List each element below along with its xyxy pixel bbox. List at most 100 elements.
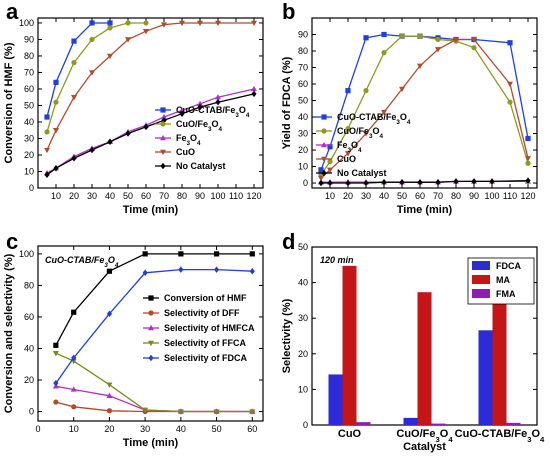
legend-entry: Selectivity of FDCA	[164, 353, 248, 363]
panel-letter: d	[282, 229, 295, 254]
legend-marker	[160, 162, 166, 170]
y-tick-label: 10	[24, 166, 34, 176]
data-point	[213, 251, 220, 257]
data-point	[381, 31, 387, 38]
data-point	[143, 28, 149, 35]
data-point	[53, 379, 59, 387]
data-point	[251, 20, 257, 27]
data-point	[178, 266, 184, 273]
data-point	[52, 350, 59, 357]
legend-entry: CuO/Fe3O4	[176, 119, 223, 133]
legend-marker	[321, 156, 327, 163]
legend-marker	[160, 107, 166, 113]
y-axis-label: Conversion and selectivity (%)	[3, 253, 15, 413]
category-label: CuO-CTAB/Fe3O4	[455, 428, 545, 444]
y-tick-label: 40	[24, 343, 34, 353]
data-point	[318, 175, 324, 182]
series-line	[46, 93, 255, 176]
x-axis-label: Time (min)	[123, 437, 179, 449]
y-tick-label: 90	[298, 30, 308, 40]
series-3	[44, 20, 257, 154]
data-point	[489, 178, 495, 185]
data-point	[71, 38, 77, 44]
legend-entry: MA	[496, 275, 510, 285]
data-point	[399, 33, 405, 39]
data-point	[215, 94, 221, 100]
bar-fdca	[403, 417, 418, 425]
data-point	[215, 20, 221, 27]
y-axis-label: Yield of FDCA (%)	[281, 56, 293, 149]
data-point	[318, 167, 324, 173]
data-point	[507, 81, 513, 88]
data-point	[142, 269, 148, 277]
data-point	[345, 88, 351, 94]
legend-marker	[148, 324, 154, 331]
data-point	[417, 63, 423, 69]
data-point	[327, 144, 333, 150]
y-tick-label: 40	[298, 278, 308, 288]
bar-ma	[342, 265, 357, 425]
data-point	[318, 179, 324, 187]
y-tick-label: 30	[24, 133, 34, 143]
x-tick-label: 60	[247, 424, 257, 434]
data-point	[53, 79, 59, 85]
data-point	[363, 131, 369, 137]
legend-marker	[160, 121, 166, 127]
legend: FDCA MA FMA	[467, 257, 535, 305]
x-tick-label: 70	[433, 191, 443, 201]
data-point	[381, 178, 387, 186]
y-tick-label: 60	[24, 84, 34, 94]
data-point	[89, 36, 95, 43]
series-4	[53, 266, 255, 387]
y-tick-label: 20	[24, 375, 34, 385]
data-point	[363, 88, 369, 94]
data-point	[107, 25, 113, 31]
y-tick-label: 10	[298, 384, 308, 394]
y-tick-label: 80	[298, 46, 308, 56]
bar-fma	[506, 422, 521, 425]
x-axis-label: Time (min)	[397, 204, 453, 216]
data-point	[453, 37, 459, 43]
y-tick-label: 0	[29, 407, 34, 417]
data-point	[327, 179, 333, 187]
data-point	[435, 36, 441, 43]
data-point	[179, 110, 185, 117]
data-point	[106, 310, 113, 318]
data-point	[327, 158, 333, 165]
data-point	[471, 37, 477, 43]
panel-a: 0 10 20 30 40 50 60 70 80 90 100 10 20 30 40 50 60 70 80 90…	[3, 0, 264, 216]
data-point	[71, 59, 77, 66]
x-tick-label: 10	[325, 191, 335, 201]
data-point	[251, 85, 257, 92]
series-line	[321, 179, 529, 184]
series-1	[44, 20, 149, 135]
bar-fdca	[478, 330, 493, 425]
data-point	[381, 50, 387, 56]
bar-ma	[492, 292, 507, 425]
y-tick-label: 50	[298, 242, 308, 252]
series-line	[320, 35, 529, 176]
data-point	[525, 156, 531, 162]
x-tick-label: 30	[140, 424, 150, 434]
legend-entry: FDCA	[496, 261, 521, 271]
x-tick-label: 20	[104, 424, 114, 434]
series-4	[44, 90, 257, 179]
legend-entry: CuO-CTAB/Fe3O4	[176, 105, 250, 119]
data-point	[125, 20, 131, 26]
plot-frame	[311, 17, 538, 189]
legend-entry: Fe3O4	[337, 140, 362, 154]
x-tick-label: 10	[51, 191, 61, 201]
x-tick-label: 120	[520, 191, 535, 201]
x-tick-label: 0	[35, 424, 40, 434]
plot-frame	[37, 245, 264, 422]
x-tick-label: 10	[69, 424, 79, 434]
series-0	[44, 20, 113, 120]
legend-marker	[321, 128, 327, 134]
y-tick-label: 0	[303, 178, 308, 188]
x-tick-label: 90	[469, 191, 479, 201]
data-point	[71, 155, 77, 162]
bar-fma	[431, 423, 446, 425]
x-tick-label: 60	[141, 191, 151, 201]
data-point	[525, 177, 531, 184]
